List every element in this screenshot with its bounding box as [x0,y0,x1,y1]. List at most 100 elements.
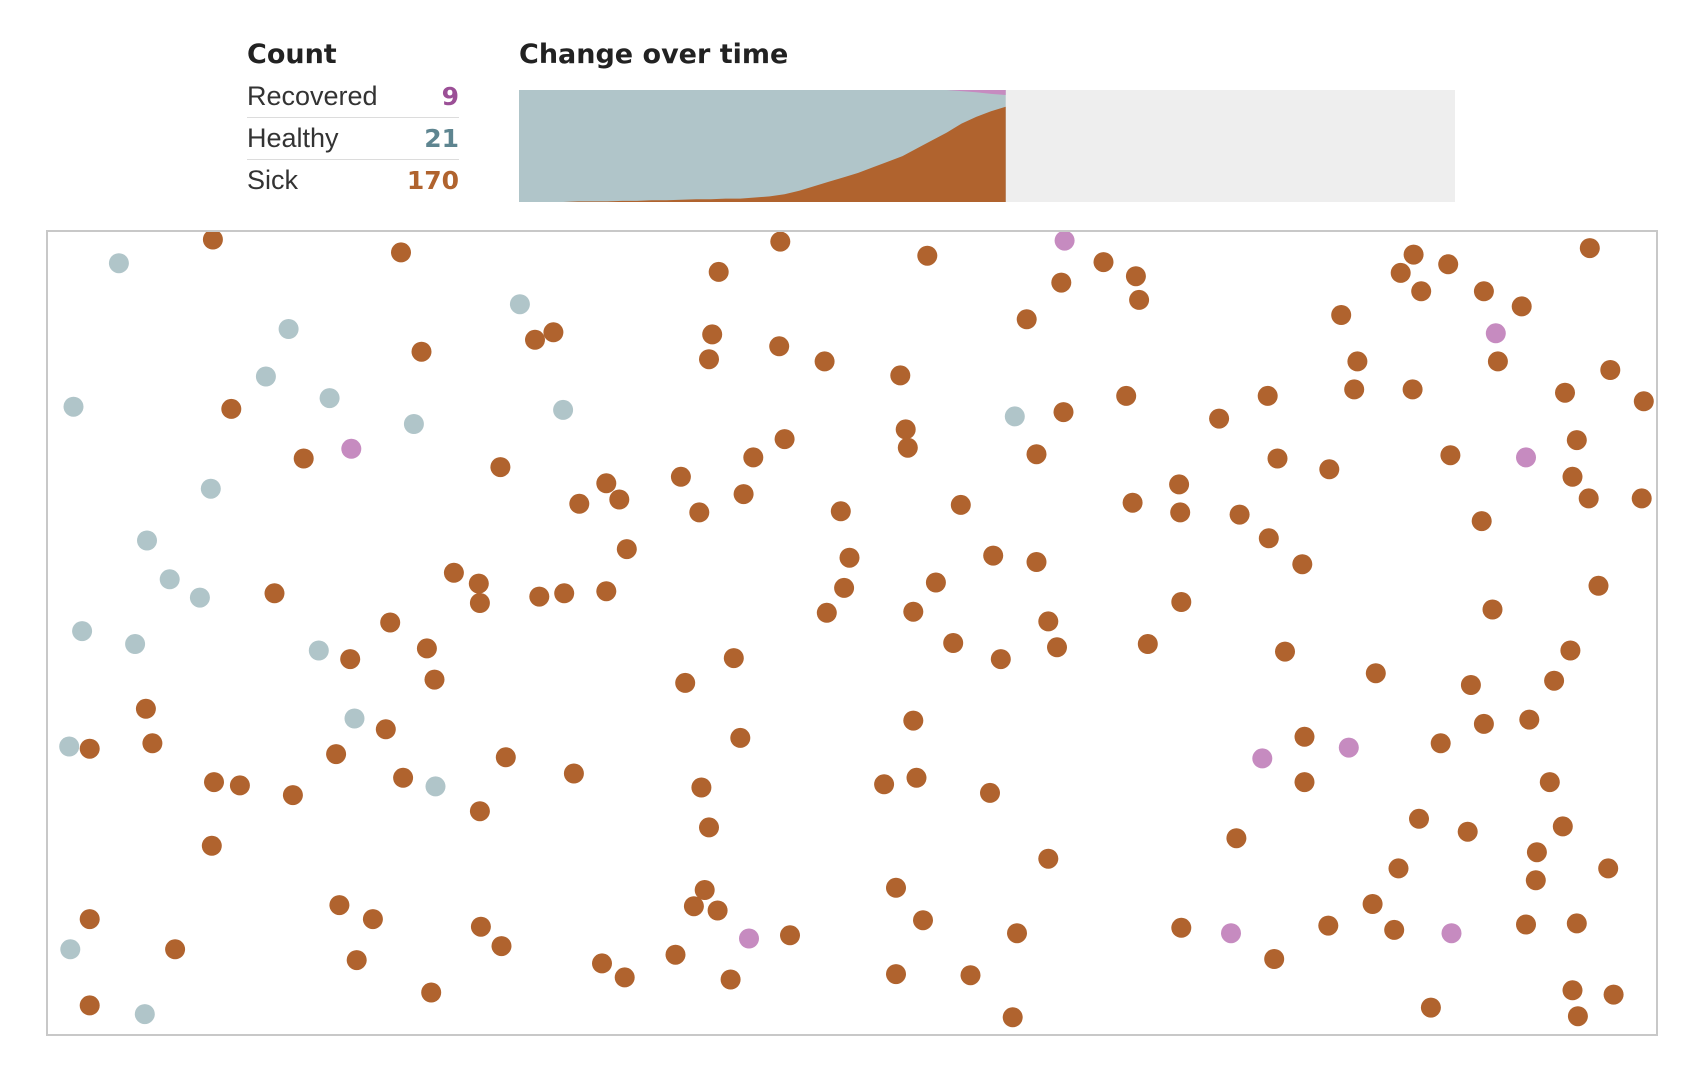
sick-dot [1562,466,1583,487]
sick-dot [1473,713,1494,734]
sick-dot [491,936,512,957]
count-row-healthy: Healthy 21 [247,118,459,160]
sick-dot [293,448,314,469]
sick-dot [609,489,630,510]
sick-dot [1633,391,1654,412]
sick-dot [1420,997,1441,1018]
sick-dot [1525,870,1546,891]
sick-dot [960,965,981,986]
sick-dot [1267,448,1288,469]
sick-dot [1171,592,1192,612]
recovered-dot [1338,737,1359,758]
sick-dot [1482,599,1503,620]
sick-dot [1460,675,1481,695]
sick-dot [1125,266,1146,287]
healthy-dot [308,640,329,661]
sick-dot [1603,984,1624,1005]
sick-dot [264,583,285,604]
sick-dot [694,880,715,900]
sick-dot [221,398,242,419]
sick-dot [897,437,918,458]
sick-dot [1229,504,1250,525]
sick-dot [730,727,751,748]
sick-dot [1093,252,1114,273]
sick-dot [1122,492,1143,513]
sick-dot [1588,575,1609,596]
healthy-dot [319,388,340,409]
sick-dot [665,944,686,965]
sick-dot [780,925,800,946]
sick-dot [1007,923,1027,944]
sick-dot [1026,552,1047,572]
sick-dot [1319,459,1340,480]
sick-dot [1275,641,1295,662]
count-value-healthy: 21 [424,124,459,153]
sick-dot [525,329,545,350]
sick-dot [1053,402,1074,423]
sick-dot [326,744,347,765]
sick-dot [917,245,938,266]
sick-dot [1257,385,1278,406]
sick-dot [1051,272,1072,293]
sick-dot [1600,360,1621,380]
recovered-area [519,90,1006,95]
sick-dot [834,577,855,598]
sick-dot [913,910,933,931]
sick-dot [1539,772,1560,793]
sick-dot [743,447,764,468]
sick-dot [1473,281,1494,302]
sick-dot [391,242,411,263]
count-label-healthy: Healthy [247,123,339,153]
sick-dot [816,602,837,623]
sick-dot [596,581,617,602]
recovered-dot [1054,232,1075,251]
sick-dot [411,341,432,362]
sick-dot [1137,634,1158,654]
healthy-dot [553,399,574,420]
recovered-dot [1221,923,1241,944]
sick-dot [1292,554,1313,575]
sick-dot [1390,262,1411,283]
sick-dot [983,545,1004,566]
sick-dot [1169,474,1190,495]
sick-dot [903,710,924,731]
sick-dot [1038,848,1059,869]
count-row-recovered: Recovered 9 [247,76,459,118]
sick-dot [1294,726,1315,747]
sick-dot [142,733,163,754]
sick-dot [886,877,906,898]
recovered-dot [1485,323,1506,344]
sick-dot [1544,670,1565,691]
sick-dot [1331,305,1352,325]
sick-dot [529,586,550,607]
healthy-dot [344,708,365,729]
healthy-dot [134,1004,155,1025]
sick-dot [346,950,367,971]
sick-dot [890,365,911,386]
sick-dot [469,593,490,613]
sick-dot [1388,858,1409,879]
sick-dot [691,777,712,798]
recovered-dot [341,438,362,459]
sick-dot [1365,663,1386,684]
sick-dot [1026,444,1047,465]
count-value-recovered: 9 [441,82,459,111]
count-label-sick: Sick [247,165,299,195]
sick-dot [135,698,156,719]
sick-dot [903,601,924,622]
simulation-area [46,230,1658,1036]
count-panel: Count Recovered 9 Healthy 21 Sick 170 [247,38,459,201]
sick-dot [814,351,835,372]
recovered-dot [1516,447,1536,468]
sick-dot [1258,528,1279,549]
sick-dot [563,763,584,784]
sick-dot [1566,430,1587,451]
sick-dot [470,916,491,937]
sick-dot [670,466,691,487]
sick-dot [490,457,511,478]
healthy-dot [509,294,530,315]
healthy-dot [159,569,180,590]
sick-dot [830,501,851,522]
sick-dot [1471,511,1492,532]
healthy-dot [425,776,446,797]
